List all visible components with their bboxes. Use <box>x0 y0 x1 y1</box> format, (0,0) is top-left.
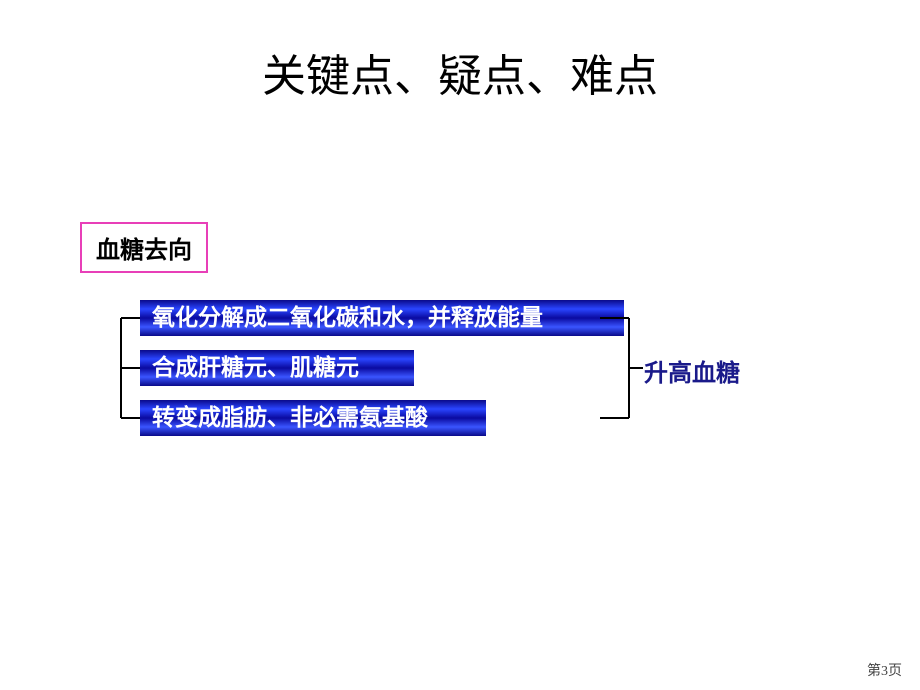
section-label-box: 血糖去向 <box>80 222 208 273</box>
slide: 关键点、疑点、难点 血糖去向 氧化分解成二氧化碳和水，并释放能量合成肝糖元、肌糖… <box>0 0 920 690</box>
info-bar-0: 氧化分解成二氧化碳和水，并释放能量 <box>140 300 624 336</box>
page-title: 关键点、疑点、难点 <box>0 40 920 104</box>
right-bracket <box>600 300 645 436</box>
left-bracket <box>117 300 140 436</box>
side-label-raise-glucose: 升高血糖 <box>644 353 740 388</box>
info-bar-2: 转变成脂肪、非必需氨基酸 <box>140 400 486 436</box>
info-bar-1: 合成肝糖元、肌糖元 <box>140 350 414 386</box>
page-number: 第3页 <box>867 660 902 680</box>
